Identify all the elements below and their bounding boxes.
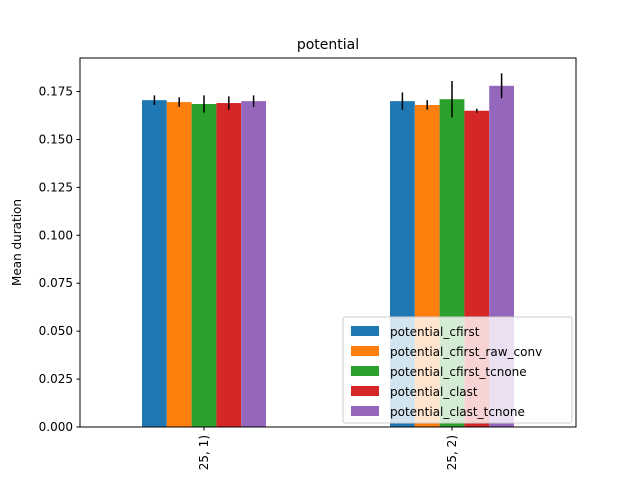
y-axis: 0.000 0.025 0.050 0.075 0.100 0.125 0.150 0.175 <box>39 85 80 434</box>
x-axis: 25, 1) 25, 2) <box>197 427 459 470</box>
legend: potential_cfirst potential_cfirst_raw_con… <box>342 316 573 424</box>
y-tick-label-4: 0.100 <box>39 228 73 242</box>
y-tick-label-1: 0.025 <box>39 372 73 386</box>
legend-label-3: potential_clast <box>390 385 478 399</box>
bar-0-0 <box>142 100 167 428</box>
bar-3-0 <box>216 103 242 427</box>
bar-2-0 <box>191 104 217 428</box>
legend-label-4: potential_clast_tcnone <box>390 405 525 419</box>
bar-4-0 <box>241 101 266 427</box>
legend-box <box>342 316 573 424</box>
legend-label-2: potential_cfirst_tcnone <box>390 365 527 379</box>
legend-label-0: potential_cfirst <box>390 325 480 339</box>
y-axis-label: Mean duration <box>10 199 24 286</box>
y-tick-label-6: 0.150 <box>39 132 73 146</box>
y-tick-label-3: 0.075 <box>39 276 73 290</box>
chart-title: potential <box>297 37 359 53</box>
legend-label-1: potential_cfirst_raw_conv <box>390 345 542 359</box>
legend-swatch-3 <box>351 386 379 396</box>
y-tick-label-2: 0.050 <box>39 324 73 338</box>
plot-area-frame <box>79 57 577 428</box>
legend-swatch-1 <box>351 346 379 356</box>
legend-swatch-2 <box>351 366 379 376</box>
y-tick-label-7: 0.175 <box>39 85 73 99</box>
x-tick-label-1: 25, 2) <box>445 435 459 470</box>
bar-1-0 <box>166 102 192 427</box>
y-tick-label-0: 0.000 <box>39 420 73 434</box>
y-tick-label-5: 0.125 <box>39 180 73 194</box>
x-tick-label-0: 25, 1) <box>197 435 211 470</box>
legend-swatch-4 <box>351 406 379 416</box>
legend-swatch-0 <box>351 326 379 336</box>
